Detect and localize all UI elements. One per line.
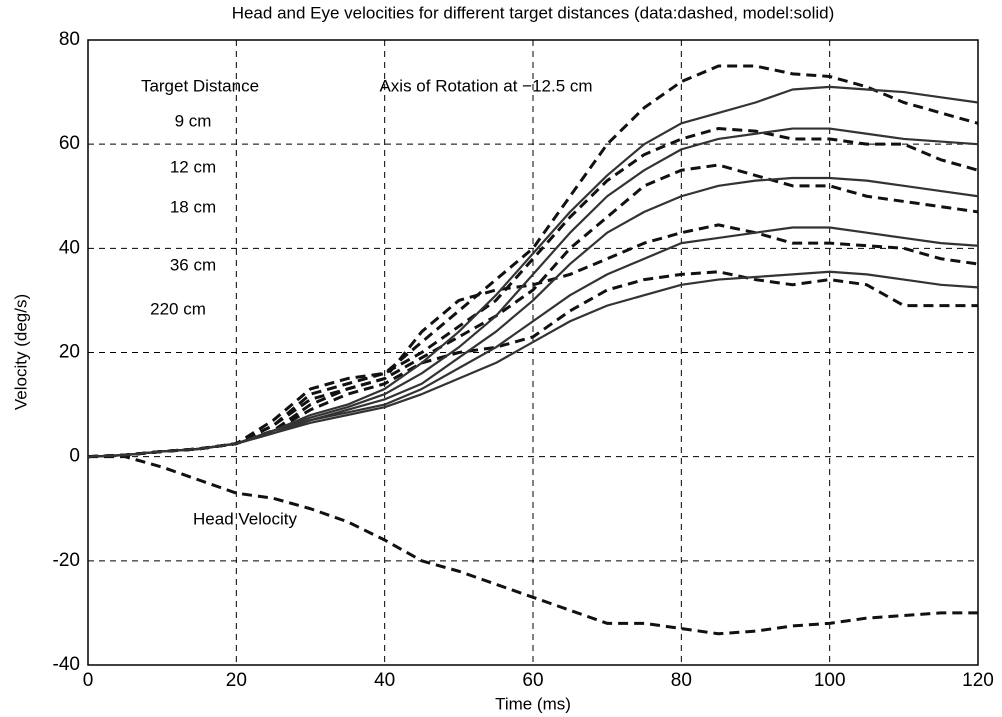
plot-frame	[87, 39, 979, 666]
y-axis-label: Velocity (deg/s)	[11, 294, 30, 410]
annotation: 36 cm	[170, 255, 216, 274]
annotation: Axis of Rotation at −12.5 cm	[379, 76, 592, 95]
y-tick-label: 80	[59, 29, 80, 50]
y-tick-label: 0	[69, 446, 80, 467]
y-tick-label: 40	[59, 237, 80, 258]
chart-title: Head and Eye velocities for different ta…	[232, 3, 835, 22]
annotation: 220 cm	[150, 299, 206, 318]
y-tick-label: 60	[59, 133, 80, 154]
y-tick-label: -40	[53, 654, 80, 675]
x-tick-label: 40	[374, 670, 395, 691]
x-tick-label: 120	[962, 670, 994, 691]
x-axis-label: Time (ms)	[495, 694, 571, 713]
series-line	[87, 270, 979, 458]
y-tick-label: -20	[53, 550, 80, 571]
x-tick-label: 100	[814, 670, 846, 691]
annotation: 12 cm	[170, 157, 216, 176]
x-tick-label: 80	[671, 670, 692, 691]
annotation: Target Distance	[141, 76, 259, 95]
x-tick-label: 20	[226, 670, 247, 691]
annotation: 9 cm	[175, 111, 212, 130]
annotation: 18 cm	[170, 197, 216, 216]
x-tick-label: 60	[522, 670, 543, 691]
x-tick-label: 0	[83, 670, 94, 691]
annotation: Head Velocity	[193, 509, 297, 528]
series-line	[88, 455, 978, 636]
y-tick-label: 20	[59, 342, 80, 363]
